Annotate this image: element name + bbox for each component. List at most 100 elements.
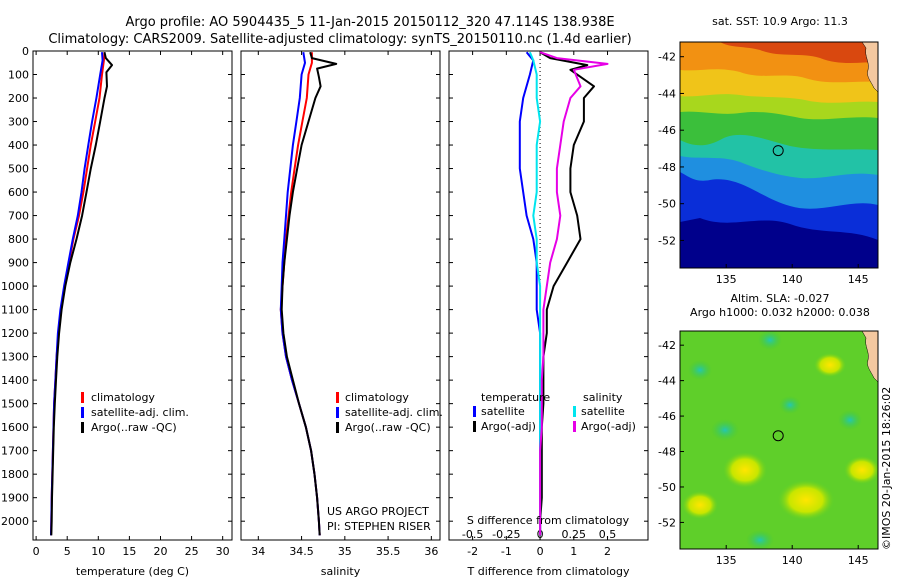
x-tick-label: 30 bbox=[216, 545, 230, 558]
y-tick-label: 800 bbox=[8, 233, 29, 246]
sst-map-frame bbox=[679, 41, 879, 269]
y-tick-label: 600 bbox=[8, 186, 29, 199]
legend-swatch-s-argo bbox=[573, 421, 576, 432]
sla-field bbox=[680, 331, 878, 549]
y-tick-label: 2000 bbox=[1, 515, 29, 528]
x-tick-label: 36 bbox=[424, 545, 438, 558]
sla-high-3 bbox=[844, 456, 878, 484]
series-line-climatology bbox=[50, 52, 106, 536]
salinity-profile-panel: 34 34.5 35 35.5 36 salinity bbox=[240, 50, 441, 578]
salinity-legend: climatology satellite-adj. clim. Argo(..… bbox=[327, 391, 443, 533]
legend-swatch-argo bbox=[81, 422, 84, 433]
sla-map-title-line1: Altim. SLA: -0.027 bbox=[730, 292, 829, 305]
map-x-tick-label: 145 bbox=[848, 273, 869, 286]
sst-map-axes: 135 140 145 -42 -44 -46 -48 -50 -52 bbox=[658, 51, 869, 286]
y-tick-label: 1200 bbox=[1, 327, 29, 340]
float-position-marker bbox=[772, 145, 784, 157]
legend-swatch-argo bbox=[336, 422, 339, 433]
legend-label-s-satellite: satellite bbox=[581, 405, 625, 418]
map-y-tick-label: -52 bbox=[658, 516, 676, 529]
y-tick-label: 1300 bbox=[1, 351, 29, 364]
map-y-tick-label: -46 bbox=[658, 410, 676, 423]
float-position-marker bbox=[772, 430, 784, 442]
x-tick-label: 20 bbox=[153, 545, 167, 558]
x-tick-label: 25 bbox=[185, 545, 199, 558]
plot-frame bbox=[240, 50, 441, 541]
figure-title-line2: Climatology: CARS2009. Satellite-adjuste… bbox=[48, 32, 631, 47]
y-tick-label: 1900 bbox=[1, 492, 29, 505]
y-tick-label: 1800 bbox=[1, 468, 29, 481]
project-label: US ARGO PROJECT bbox=[327, 505, 429, 518]
temperature-legend: climatology satellite-adj. clim. Argo(..… bbox=[81, 391, 189, 434]
y-tick-label: 1100 bbox=[1, 304, 29, 317]
map-x-tick-label: 140 bbox=[782, 273, 803, 286]
map-y-tick-label: -50 bbox=[658, 481, 676, 494]
imos-credit: ©IMOS 20-Jan-2015 18:26:02 bbox=[880, 387, 893, 550]
sst-map-panel: sat. SST: 10.9 Argo: 11.3 135 140 145 -42 -4… bbox=[658, 15, 879, 286]
map-y-tick-label: -52 bbox=[658, 234, 676, 247]
sla-map-frame bbox=[679, 330, 879, 550]
difference-profile-panel: -2 -1 0 1 2 T difference from climatology -0.5… bbox=[448, 50, 649, 578]
sla-low-4 bbox=[838, 410, 862, 430]
x-tick-label: 1 bbox=[570, 545, 577, 558]
x-tick-label: 0 bbox=[537, 545, 544, 558]
x-tick-label: 5 bbox=[64, 545, 71, 558]
series-line-argo-raw-qc bbox=[50, 51, 113, 536]
legend-swatch-climatology bbox=[336, 392, 339, 403]
legend-swatch-t-satellite bbox=[473, 406, 476, 417]
sla-low-1 bbox=[758, 331, 782, 350]
y-tick-label: 1600 bbox=[1, 421, 29, 434]
sla-high-5 bbox=[814, 353, 846, 377]
x-axis-label: salinity bbox=[321, 565, 361, 578]
pi-label: PI: STEPHEN RISER bbox=[327, 520, 431, 533]
legend-swatch-satellite bbox=[336, 407, 339, 418]
sla-high-4 bbox=[682, 491, 718, 519]
series-line-temperature-satellite bbox=[518, 51, 542, 536]
map-y-tick-label: -42 bbox=[658, 51, 676, 64]
s-tick-label: -0.25 bbox=[492, 528, 520, 541]
y-tick-label: 1500 bbox=[1, 398, 29, 411]
map-x-tick-label: 135 bbox=[716, 273, 737, 286]
sla-low-2 bbox=[711, 419, 739, 441]
map-x-tick-label: 135 bbox=[716, 554, 737, 567]
y-tick-label: 700 bbox=[8, 210, 29, 223]
x-tick-label: 35 bbox=[338, 545, 352, 558]
s-tick-label: 0.5 bbox=[599, 528, 617, 541]
y-tick-label: 1700 bbox=[1, 445, 29, 458]
difference-legend: temperature salinity satellite Argo(-adj… bbox=[467, 391, 636, 527]
map-x-tick-label: 140 bbox=[782, 554, 803, 567]
temperature-profile-panel: 0 5 10 15 20 25 300100200300400500600700800900… bbox=[1, 45, 233, 578]
x-tick-label: 15 bbox=[122, 545, 136, 558]
sst-map-title: sat. SST: 10.9 Argo: 11.3 bbox=[712, 15, 848, 28]
y-tick-label: 400 bbox=[8, 139, 29, 152]
x-tick-label: -2 bbox=[467, 545, 478, 558]
sst-band-red bbox=[720, 42, 878, 63]
sla-high-2 bbox=[778, 480, 834, 520]
map-y-tick-label: -42 bbox=[658, 339, 676, 352]
x-tick-label: 0 bbox=[33, 545, 40, 558]
legend-swatch-satellite bbox=[81, 407, 84, 418]
sst-land bbox=[861, 42, 878, 93]
map-y-tick-label: -44 bbox=[658, 375, 676, 388]
series-line-argo-raw-qc bbox=[280, 51, 338, 536]
plot-frame bbox=[32, 50, 233, 541]
y-tick-label: 500 bbox=[8, 163, 29, 176]
series-line-temperature-argo-adj bbox=[539, 51, 595, 536]
y-tick-label: 1000 bbox=[1, 280, 29, 293]
legend-label-climatology: climatology bbox=[91, 391, 155, 404]
map-y-tick-label: -48 bbox=[658, 446, 676, 459]
legend-label-t-satellite: satellite bbox=[481, 405, 525, 418]
x-tick-label: -1 bbox=[501, 545, 512, 558]
x-tick-label: 34.5 bbox=[289, 545, 314, 558]
x-tick-label: 10 bbox=[91, 545, 105, 558]
sla-low-6 bbox=[688, 360, 712, 380]
legend-swatch-climatology bbox=[81, 392, 84, 403]
x-tick-label: 2 bbox=[604, 545, 611, 558]
y-tick-label: 0 bbox=[22, 45, 29, 58]
map-y-tick-label: -44 bbox=[658, 87, 676, 100]
sla-map-panel: Altim. SLA: -0.027 Argo h1000: 0.032 h20… bbox=[658, 292, 879, 567]
series-line-salinity-satellite bbox=[528, 51, 542, 536]
sla-high-1 bbox=[723, 452, 767, 488]
s-difference-axis-label: S difference from climatology bbox=[467, 514, 630, 527]
